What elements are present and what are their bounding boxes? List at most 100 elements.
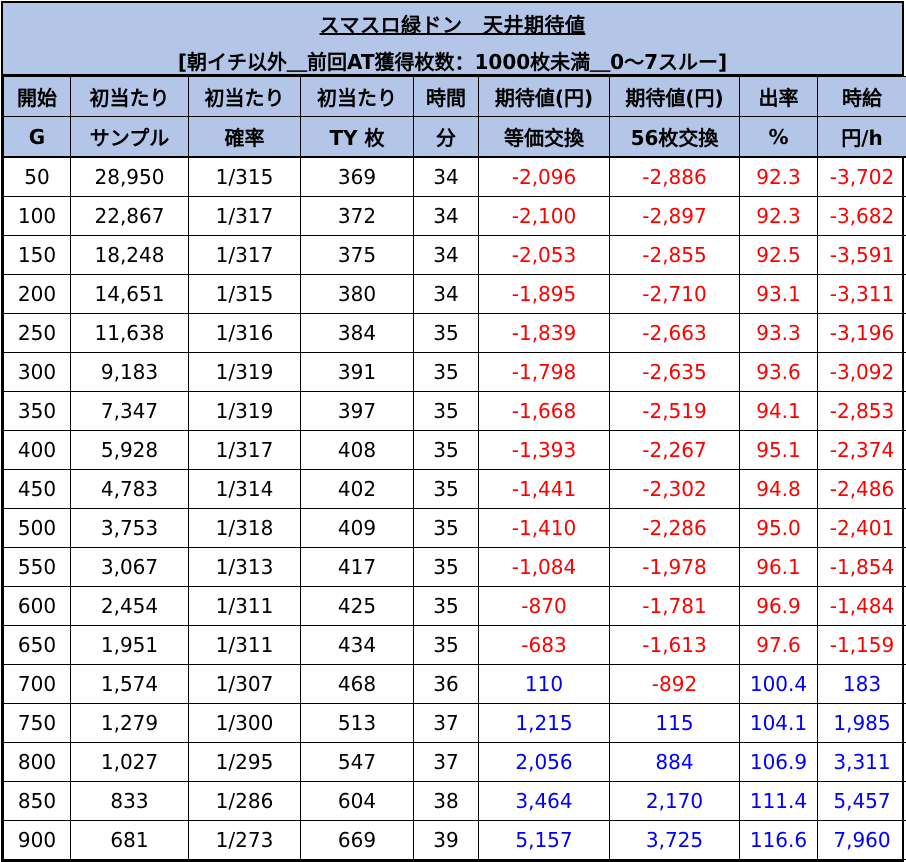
cell-hit-probability: 1/319	[189, 353, 301, 392]
cell-ty-coins: 372	[301, 197, 414, 236]
header-time-minutes: 時間	[414, 77, 479, 117]
cell-time-minutes: 35	[414, 509, 479, 548]
cell-time-minutes: 34	[414, 275, 479, 314]
cell-hit-probability: 1/295	[189, 743, 301, 782]
cell-hit-probability: 1/313	[189, 548, 301, 587]
cell-hit-probability: 1/307	[189, 665, 301, 704]
cell-payout-rate: 95.0	[740, 509, 818, 548]
cell-time-minutes: 36	[414, 665, 479, 704]
cell-start-g: 550	[4, 548, 71, 587]
cell-hit-sample: 1,279	[71, 704, 189, 743]
header-start-g: G	[4, 117, 71, 158]
cell-hit-probability: 1/311	[189, 626, 301, 665]
cell-start-g: 300	[4, 353, 71, 392]
cell-time-minutes: 35	[414, 353, 479, 392]
cell-hit-probability: 1/316	[189, 314, 301, 353]
cell-payout-rate: 92.3	[740, 157, 818, 197]
cell-hit-sample: 2,454	[71, 587, 189, 626]
cell-payout-rate: 94.1	[740, 392, 818, 431]
cell-hit-sample: 681	[71, 821, 189, 860]
cell-hit-probability: 1/315	[189, 157, 301, 197]
header-ev-equal-exchange: 期待値(円)	[479, 77, 610, 117]
cell-ev-56-exchange: 2,170	[610, 782, 740, 821]
cell-payout-rate: 96.9	[740, 587, 818, 626]
cell-ev-56-exchange: -2,897	[610, 197, 740, 236]
cell-ev-56-exchange: 3,725	[610, 821, 740, 860]
cell-ty-coins: 369	[301, 157, 414, 197]
cell-hourly-wage: -2,374	[818, 431, 906, 470]
cell-ty-coins: 397	[301, 392, 414, 431]
header-ev-equal-exchange: 等価交換	[479, 117, 610, 158]
cell-ev-equal-exchange: -1,668	[479, 392, 610, 431]
cell-hit-probability: 1/311	[189, 587, 301, 626]
cell-hit-sample: 5,928	[71, 431, 189, 470]
header-start-g: 開始	[4, 77, 71, 117]
cell-ev-56-exchange: -2,886	[610, 157, 740, 197]
cell-time-minutes: 35	[414, 431, 479, 470]
cell-hit-sample: 18,248	[71, 236, 189, 275]
cell-ev-equal-exchange: -1,798	[479, 353, 610, 392]
cell-hit-probability: 1/318	[189, 509, 301, 548]
cell-payout-rate: 92.5	[740, 236, 818, 275]
cell-hourly-wage: -3,682	[818, 197, 906, 236]
cell-hit-probability: 1/317	[189, 431, 301, 470]
cell-start-g: 200	[4, 275, 71, 314]
cell-ty-coins: 468	[301, 665, 414, 704]
cell-hit-probability: 1/314	[189, 470, 301, 509]
cell-ev-equal-exchange: 110	[479, 665, 610, 704]
cell-hourly-wage: 5,457	[818, 782, 906, 821]
cell-ev-equal-exchange: 3,464	[479, 782, 610, 821]
cell-hourly-wage: -2,486	[818, 470, 906, 509]
header-ev-56-exchange: 56枚交換	[610, 117, 740, 158]
cell-time-minutes: 37	[414, 704, 479, 743]
cell-payout-rate: 106.9	[740, 743, 818, 782]
cell-ev-equal-exchange: -1,084	[479, 548, 610, 587]
cell-hit-sample: 28,950	[71, 157, 189, 197]
cell-hit-probability: 1/273	[189, 821, 301, 860]
cell-payout-rate: 93.3	[740, 314, 818, 353]
header-hit-sample: 初当たり	[71, 77, 189, 117]
cell-hourly-wage: -1,484	[818, 587, 906, 626]
cell-ev-equal-exchange: 5,157	[479, 821, 610, 860]
cell-payout-rate: 95.1	[740, 431, 818, 470]
cell-ty-coins: 375	[301, 236, 414, 275]
cell-payout-rate: 116.6	[740, 821, 818, 860]
cell-hit-sample: 4,783	[71, 470, 189, 509]
cell-ev-56-exchange: -892	[610, 665, 740, 704]
cell-hourly-wage: 183	[818, 665, 906, 704]
cell-hit-sample: 1,951	[71, 626, 189, 665]
header-hit-sample: サンプル	[71, 117, 189, 158]
cell-start-g: 400	[4, 431, 71, 470]
header-ty-coins: 初当たり	[301, 77, 414, 117]
cell-ty-coins: 384	[301, 314, 414, 353]
cell-ev-56-exchange: -2,635	[610, 353, 740, 392]
cell-start-g: 250	[4, 314, 71, 353]
cell-payout-rate: 94.8	[740, 470, 818, 509]
cell-time-minutes: 35	[414, 470, 479, 509]
cell-hit-sample: 22,867	[71, 197, 189, 236]
cell-hit-probability: 1/319	[189, 392, 301, 431]
cell-ev-equal-exchange: -1,895	[479, 275, 610, 314]
header-ev-56-exchange: 期待値(円)	[610, 77, 740, 117]
sheet-title: スマスロ緑ドン 天井期待値	[3, 3, 902, 38]
cell-start-g: 150	[4, 236, 71, 275]
cell-ev-equal-exchange: -1,393	[479, 431, 610, 470]
cell-hit-sample: 1,574	[71, 665, 189, 704]
cell-hourly-wage: -3,702	[818, 157, 906, 197]
cell-payout-rate: 97.6	[740, 626, 818, 665]
cell-hit-probability: 1/317	[189, 236, 301, 275]
header-time-minutes: 分	[414, 117, 479, 158]
